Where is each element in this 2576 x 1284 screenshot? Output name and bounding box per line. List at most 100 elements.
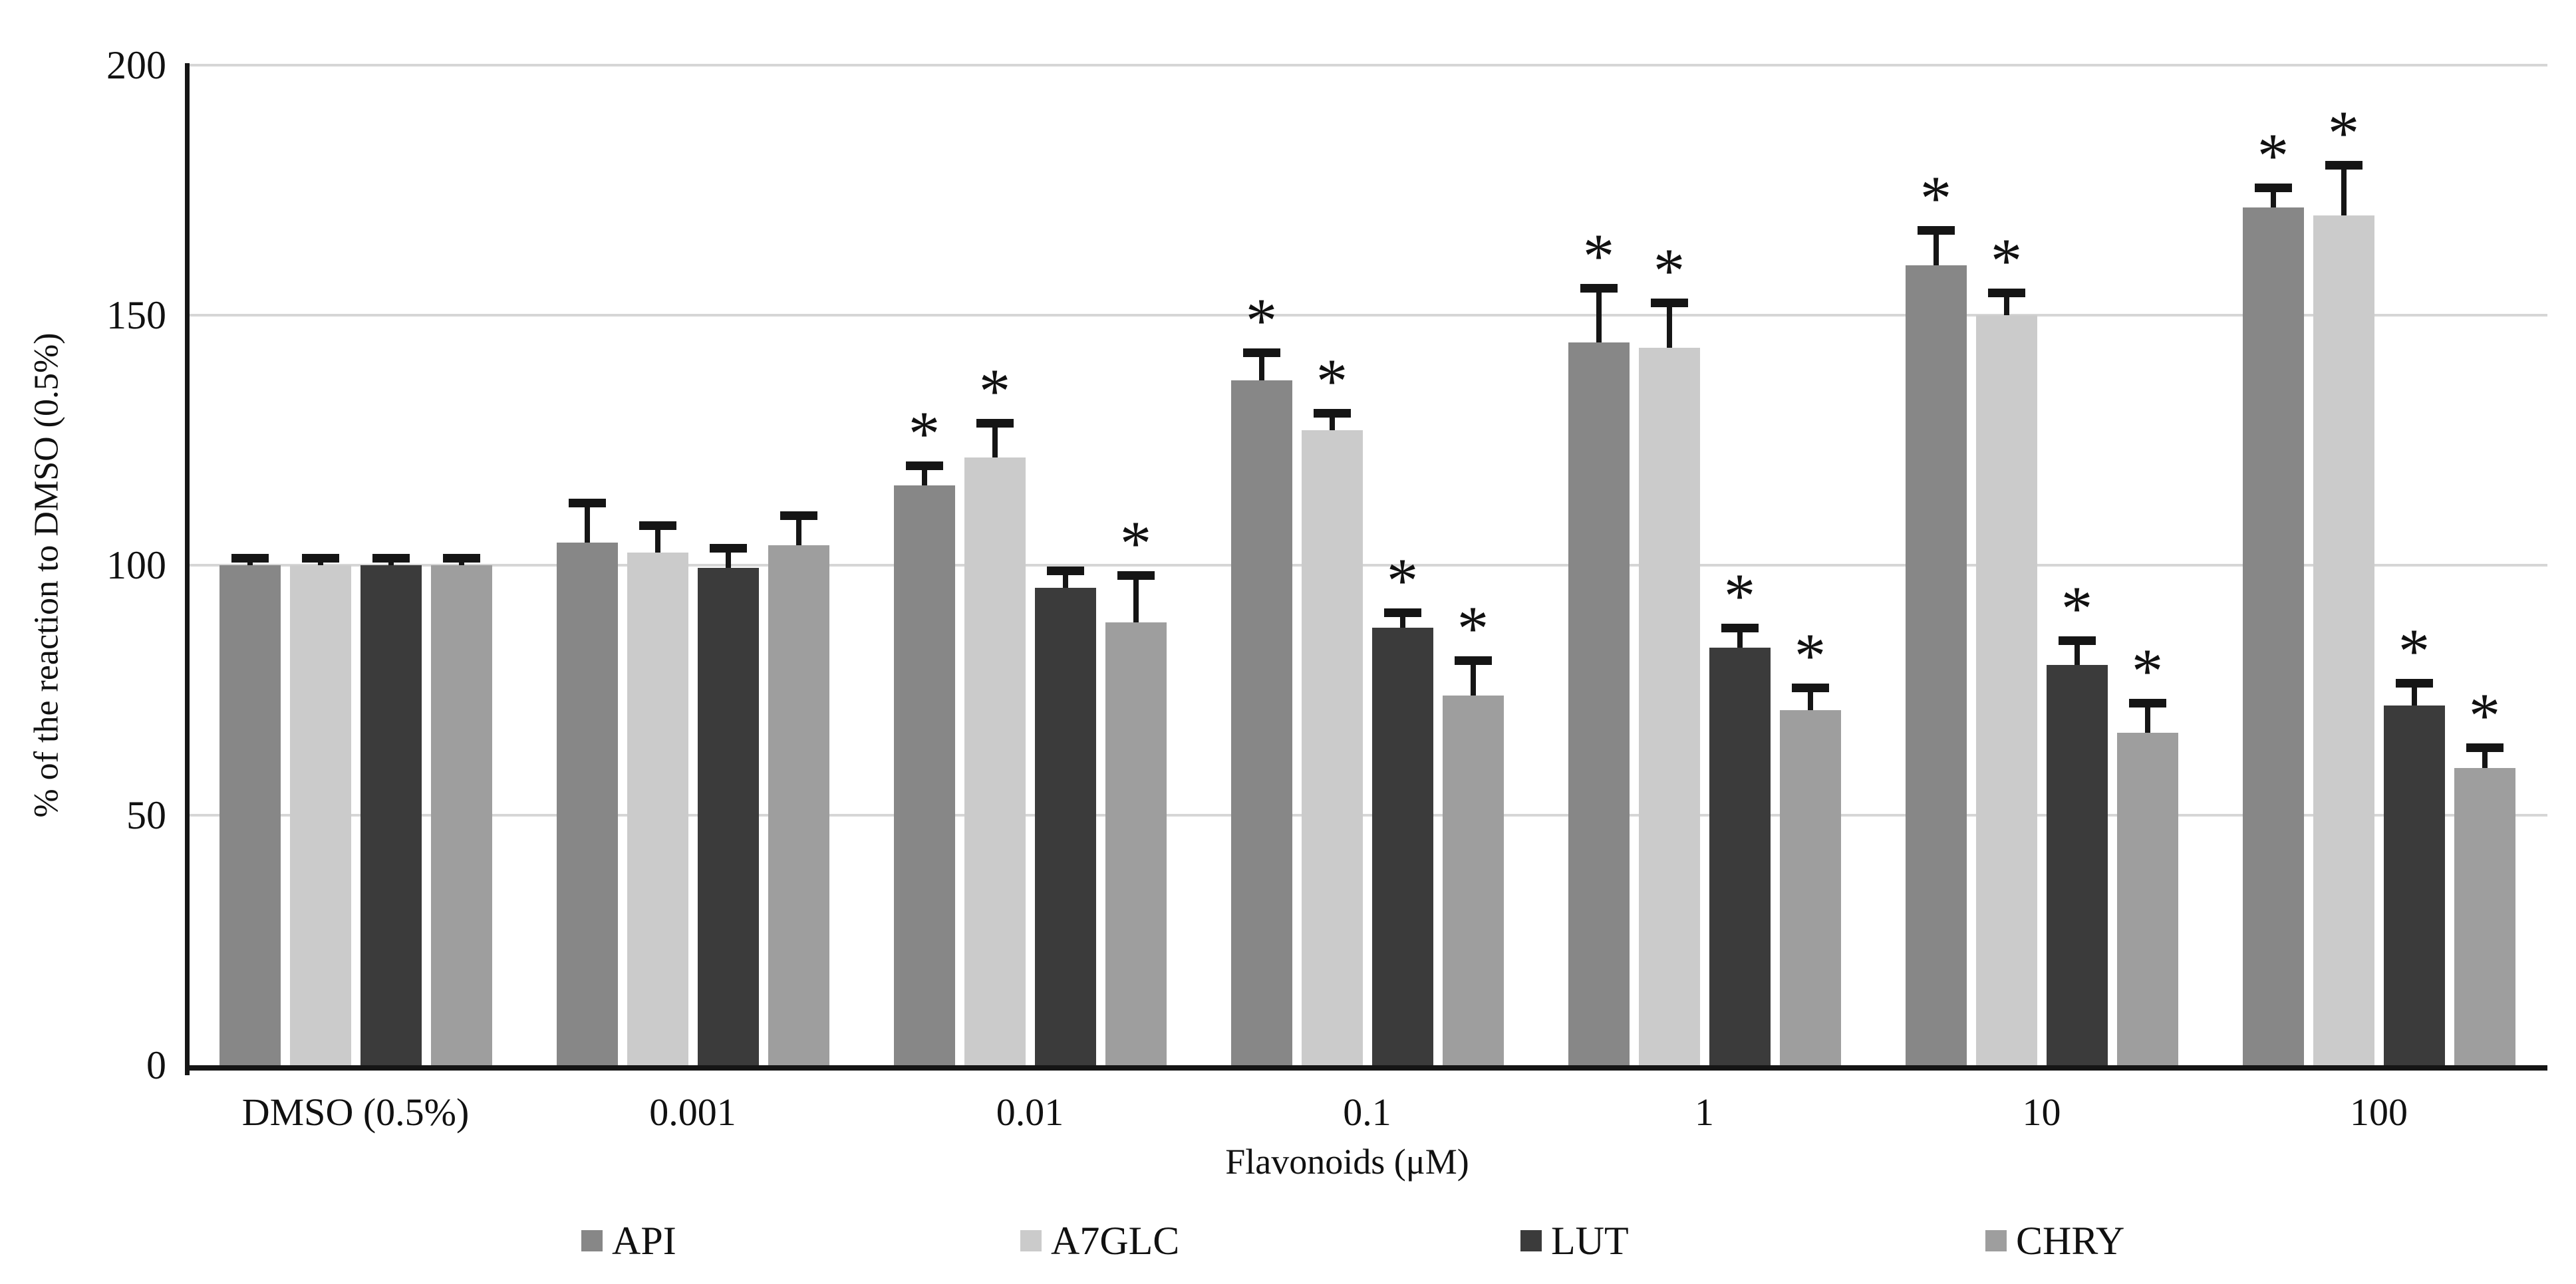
error-bar-CHRY-10 [2144,702,2150,733]
y-tick-label-50: 50 [126,793,166,837]
significance-asterisk-CHRY-0.01: * [1119,508,1152,579]
significance-asterisk-API-100: * [2257,120,2289,192]
error-bar-cap-API-0.1 [1242,348,1280,358]
error-bar-cap-CHRY-DMSO (0.5%) [442,553,480,563]
error-bar-cap-API-0.01 [905,461,943,470]
bar-API-DMSO (0.5%) [219,565,281,1065]
error-bar-LUT-0.001 [725,547,731,568]
error-bar-cap-A7GLC-10 [1987,289,2025,298]
error-bar-CHRY-100 [2482,747,2488,768]
error-bar-API-1 [1596,287,1602,343]
bar-CHRY-0.01 [1105,622,1167,1065]
bar-API-100 [2242,207,2304,1065]
x-axis-title: Flavonoids (μM) [1225,1142,1469,1182]
error-bar-cap-LUT-100 [2395,678,2433,688]
error-bar-cap-A7GLC-1 [1650,299,1688,308]
significance-asterisk-CHRY-100: * [2468,680,2501,751]
significance-asterisk-CHRY-0.1: * [1457,592,1489,664]
error-bar-A7GLC-0.01 [992,422,998,458]
legend-label-A7GLC: A7GLC [1051,1219,1180,1263]
legend-entry-A7GLC: A7GLC [1020,1220,1179,1262]
error-bar-A7GLC-100 [2341,165,2347,215]
legend-entry-LUT: LUT [1520,1220,1629,1262]
error-bar-LUT-10 [2074,640,2080,666]
bar-CHRY-1 [1779,710,1841,1065]
bar-CHRY-10 [2116,732,2178,1065]
error-bar-cap-API-0.001 [568,499,606,507]
significance-asterisk-API-0.1: * [1245,285,1278,356]
error-bar-cap-LUT-DMSO (0.5%) [372,553,410,563]
bar-LUT-0.001 [697,567,759,1065]
error-bar-A7GLC-0.001 [654,525,660,553]
bar-A7GLC-DMSO (0.5%) [289,565,351,1065]
significance-asterisk-LUT-100: * [2398,615,2430,686]
bar-API-0.01 [893,485,955,1065]
significance-asterisk-CHRY-10: * [2131,635,2164,706]
error-bar-API-100 [2270,188,2276,208]
bar-A7GLC-1 [1638,347,1700,1065]
significance-asterisk-A7GLC-0.01: * [978,355,1011,426]
legend-swatch-API [581,1230,603,1251]
bar-API-1 [1568,342,1630,1065]
error-bar-API-10 [1933,230,1939,265]
error-bar-cap-CHRY-0.001 [780,511,817,520]
bar-A7GLC-0.001 [627,553,688,1065]
legend-swatch-A7GLC [1020,1230,1042,1251]
error-bar-CHRY-0.01 [1133,575,1139,623]
error-bar-LUT-0.01 [1062,570,1068,588]
error-bar-LUT-0.1 [1399,612,1405,628]
error-bar-API-0.01 [921,465,927,485]
bar-CHRY-0.001 [768,545,829,1065]
bar-LUT-10 [2046,665,2108,1065]
error-bar-A7GLC-10 [2003,293,2009,315]
error-bar-CHRY-0.001 [795,515,801,545]
gridline-y-50 [187,814,2547,817]
error-bar-A7GLC-0.1 [1329,412,1335,430]
error-bar-LUT-1 [1737,628,1743,648]
error-bar-cap-LUT-0.01 [1046,566,1084,575]
error-bar-cap-A7GLC-0.01 [976,418,1014,428]
error-bar-cap-A7GLC-100 [2325,161,2362,170]
x-tick-label-DMSO (0.5%): DMSO (0.5%) [241,1091,470,1134]
error-bar-LUT-100 [2411,682,2417,706]
error-bar-cap-A7GLC-DMSO (0.5%) [301,553,339,563]
significance-asterisk-A7GLC-1: * [1653,235,1685,307]
error-bar-CHRY-0.1 [1470,660,1476,696]
error-bar-cap-LUT-1 [1721,624,1759,632]
error-bar-cap-CHRY-0.1 [1454,656,1492,665]
error-bar-cap-API-DMSO (0.5%) [231,553,269,563]
bar-A7GLC-0.1 [1301,430,1363,1065]
significance-asterisk-CHRY-1: * [1794,620,1826,692]
legend-entry-CHRY: CHRY [1985,1220,2124,1262]
x-tick-label-100: 100 [2350,1091,2408,1134]
x-axis-line [185,1065,2547,1071]
legend-label-CHRY: CHRY [2016,1219,2125,1263]
bar-A7GLC-0.01 [964,457,1026,1065]
bar-API-0.1 [1230,380,1292,1065]
bar-API-10 [1905,265,1967,1065]
legend-swatch-CHRY [1985,1230,2007,1251]
significance-asterisk-API-0.01: * [908,398,940,469]
gridline-y-200 [187,64,2547,66]
error-bar-cap-LUT-0.001 [709,543,747,553]
error-bar-API-0.1 [1258,352,1264,380]
error-bar-cap-LUT-0.1 [1383,608,1421,618]
error-bar-cap-A7GLC-0.001 [639,521,676,530]
x-tick-label-0.01: 0.01 [996,1091,1064,1134]
x-tick-label-10: 10 [2022,1091,2061,1134]
significance-asterisk-API-10: * [1920,163,1952,234]
bar-API-0.001 [556,543,618,1065]
x-tick-label-0.1: 0.1 [1343,1091,1391,1134]
bar-A7GLC-100 [2313,215,2374,1065]
significance-asterisk-LUT-10: * [2061,573,2093,644]
y-tick-label-0: 0 [146,1043,166,1087]
bar-LUT-1 [1709,648,1771,1065]
error-bar-cap-API-100 [2254,184,2292,193]
error-bar-cap-API-10 [1917,226,1955,235]
error-bar-cap-CHRY-100 [2466,743,2504,753]
bar-CHRY-DMSO (0.5%) [430,565,492,1065]
legend-entry-API: API [581,1220,676,1262]
legend-label-LUT: LUT [1551,1219,1629,1263]
legend-label-API: API [612,1219,676,1263]
